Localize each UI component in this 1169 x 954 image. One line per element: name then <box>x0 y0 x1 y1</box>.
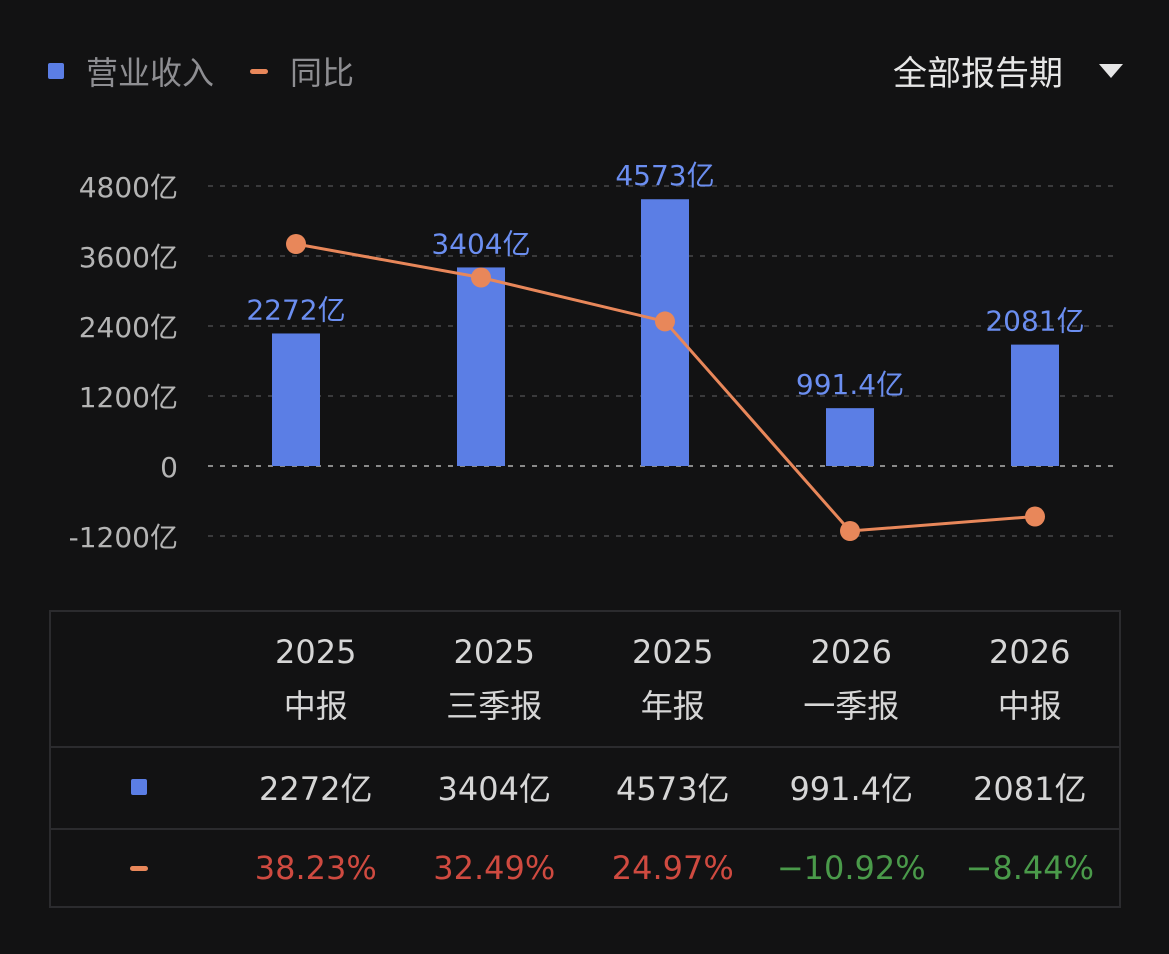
y-tick-label: 4800亿 <box>79 171 178 204</box>
header-period: 中报 <box>997 687 1062 725</box>
revenue-bar <box>457 267 505 466</box>
line-legend-icon <box>250 68 269 74</box>
yoy-point <box>1025 506 1045 527</box>
table-header-cell: 2025 中报 <box>227 625 406 733</box>
legend-yoy[interactable]: 同比 <box>250 48 354 94</box>
y-tick-label: 1200亿 <box>79 381 178 414</box>
bar-value-label: 2081亿 <box>985 305 1084 338</box>
y-tick-label: 0 <box>160 451 178 484</box>
revenue-chart: 4800亿 3600亿 2400亿 1200亿 0 -1200亿 2272亿 3404亿 457… <box>69 159 1118 554</box>
revenue-cell: 3404亿 <box>437 770 551 808</box>
table-header-cell: 2025 三季报 <box>405 625 584 733</box>
revenue-bar <box>826 408 874 466</box>
yoy-cell: 24.97% <box>611 849 734 887</box>
header-period: 年报 <box>640 687 705 725</box>
header-year: 2026 <box>810 633 892 671</box>
period-selector-label: 全部报告期 <box>893 54 1063 94</box>
data-table: 2025 中报 2025 三季报 2025 年报 2026 一季报 2026 中报 227… <box>49 610 1121 908</box>
dropdown-triangle-icon <box>1099 63 1123 78</box>
bar-value-label: 3404亿 <box>431 227 530 260</box>
legend-revenue-label: 营业收入 <box>86 54 215 92</box>
yoy-cell: −8.44% <box>965 849 1094 887</box>
revenue-bar <box>1011 344 1059 466</box>
header-period: 中报 <box>283 687 348 725</box>
yoy-cell: −10.92% <box>776 849 926 887</box>
yoy-point <box>286 234 306 254</box>
revenue-cell: 2272亿 <box>259 770 373 808</box>
yoy-point <box>840 521 860 541</box>
period-selector[interactable]: 全部报告期 <box>893 46 1123 95</box>
row-marker <box>51 865 227 871</box>
header-period: 一季报 <box>803 687 900 725</box>
revenue-bar <box>641 199 689 466</box>
bar-legend-icon <box>48 63 64 79</box>
row-marker <box>51 779 227 795</box>
yoy-cell: 32.49% <box>433 849 556 887</box>
chart-legend: 营业收入 同比 <box>48 48 390 94</box>
revenue-cell: 991.4亿 <box>789 770 914 808</box>
y-tick-label: -1200亿 <box>69 521 178 554</box>
table-row-yoy: 38.23% 32.49% 24.97% −10.92% −8.44% <box>51 828 1119 908</box>
header-year: 2025 <box>632 633 714 671</box>
revenue-bar <box>272 333 320 466</box>
revenue-cell: 4573亿 <box>616 770 730 808</box>
header-period: 三季报 <box>446 687 543 725</box>
yoy-cell: 38.23% <box>254 849 377 887</box>
header-year: 2025 <box>453 633 535 671</box>
table-header-cell: 2026 中报 <box>941 625 1120 733</box>
table-header-row: 2025 中报 2025 三季报 2025 年报 2026 一季报 2026 中报 <box>51 612 1119 748</box>
table-row-revenue: 2272亿 3404亿 4573亿 991.4亿 2081亿 <box>51 746 1119 830</box>
yoy-point <box>655 311 675 332</box>
yoy-point <box>471 267 491 288</box>
y-tick-label: 2400亿 <box>79 311 178 344</box>
bar-value-label: 2272亿 <box>246 293 345 326</box>
table-header-cell: 2026 一季报 <box>762 625 941 733</box>
legend-revenue[interactable]: 营业收入 <box>48 48 214 94</box>
line-legend-icon <box>129 865 148 871</box>
bar-value-label: 4573亿 <box>615 159 714 192</box>
legend-yoy-label: 同比 <box>290 54 355 92</box>
y-tick-label: 3600亿 <box>79 241 178 274</box>
bar-value-label: 991.4亿 <box>796 368 904 401</box>
header-year: 2025 <box>275 633 357 671</box>
bar-legend-icon <box>130 779 147 795</box>
revenue-cell: 2081亿 <box>973 770 1087 808</box>
header-year: 2026 <box>989 633 1071 671</box>
table-header-cell: 2025 年报 <box>584 625 763 733</box>
